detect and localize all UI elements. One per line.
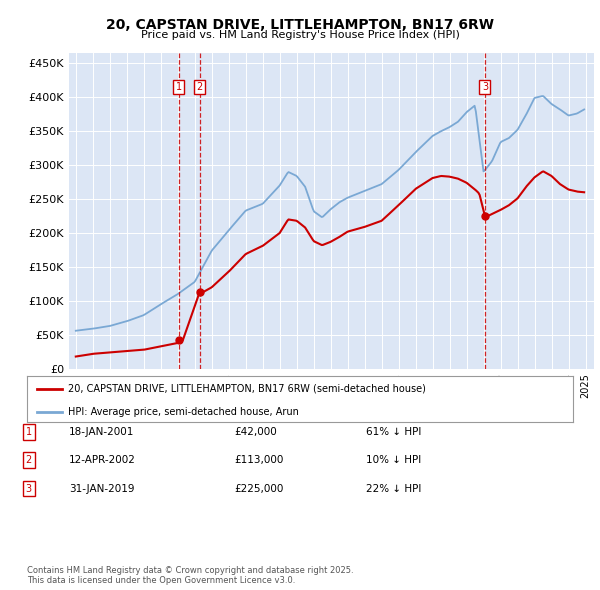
Text: £225,000: £225,000 (234, 484, 283, 493)
Text: £113,000: £113,000 (234, 455, 283, 465)
Text: 1: 1 (176, 82, 182, 92)
Text: 20, CAPSTAN DRIVE, LITTLEHAMPTON, BN17 6RW (semi-detached house): 20, CAPSTAN DRIVE, LITTLEHAMPTON, BN17 6… (68, 384, 426, 394)
Text: 3: 3 (482, 82, 488, 92)
Text: HPI: Average price, semi-detached house, Arun: HPI: Average price, semi-detached house,… (68, 407, 299, 417)
Text: 12-APR-2002: 12-APR-2002 (69, 455, 136, 465)
Text: £42,000: £42,000 (234, 427, 277, 437)
Text: 1: 1 (26, 427, 32, 437)
Text: 31-JAN-2019: 31-JAN-2019 (69, 484, 134, 493)
Text: 3: 3 (26, 484, 32, 493)
Text: 61% ↓ HPI: 61% ↓ HPI (366, 427, 421, 437)
Text: 2: 2 (26, 455, 32, 465)
Text: Price paid vs. HM Land Registry's House Price Index (HPI): Price paid vs. HM Land Registry's House … (140, 30, 460, 40)
Text: Contains HM Land Registry data © Crown copyright and database right 2025.
This d: Contains HM Land Registry data © Crown c… (27, 566, 353, 585)
Text: 20, CAPSTAN DRIVE, LITTLEHAMPTON, BN17 6RW: 20, CAPSTAN DRIVE, LITTLEHAMPTON, BN17 6… (106, 18, 494, 32)
Text: 10% ↓ HPI: 10% ↓ HPI (366, 455, 421, 465)
Text: 18-JAN-2001: 18-JAN-2001 (69, 427, 134, 437)
Text: 2: 2 (197, 82, 203, 92)
Text: 22% ↓ HPI: 22% ↓ HPI (366, 484, 421, 493)
